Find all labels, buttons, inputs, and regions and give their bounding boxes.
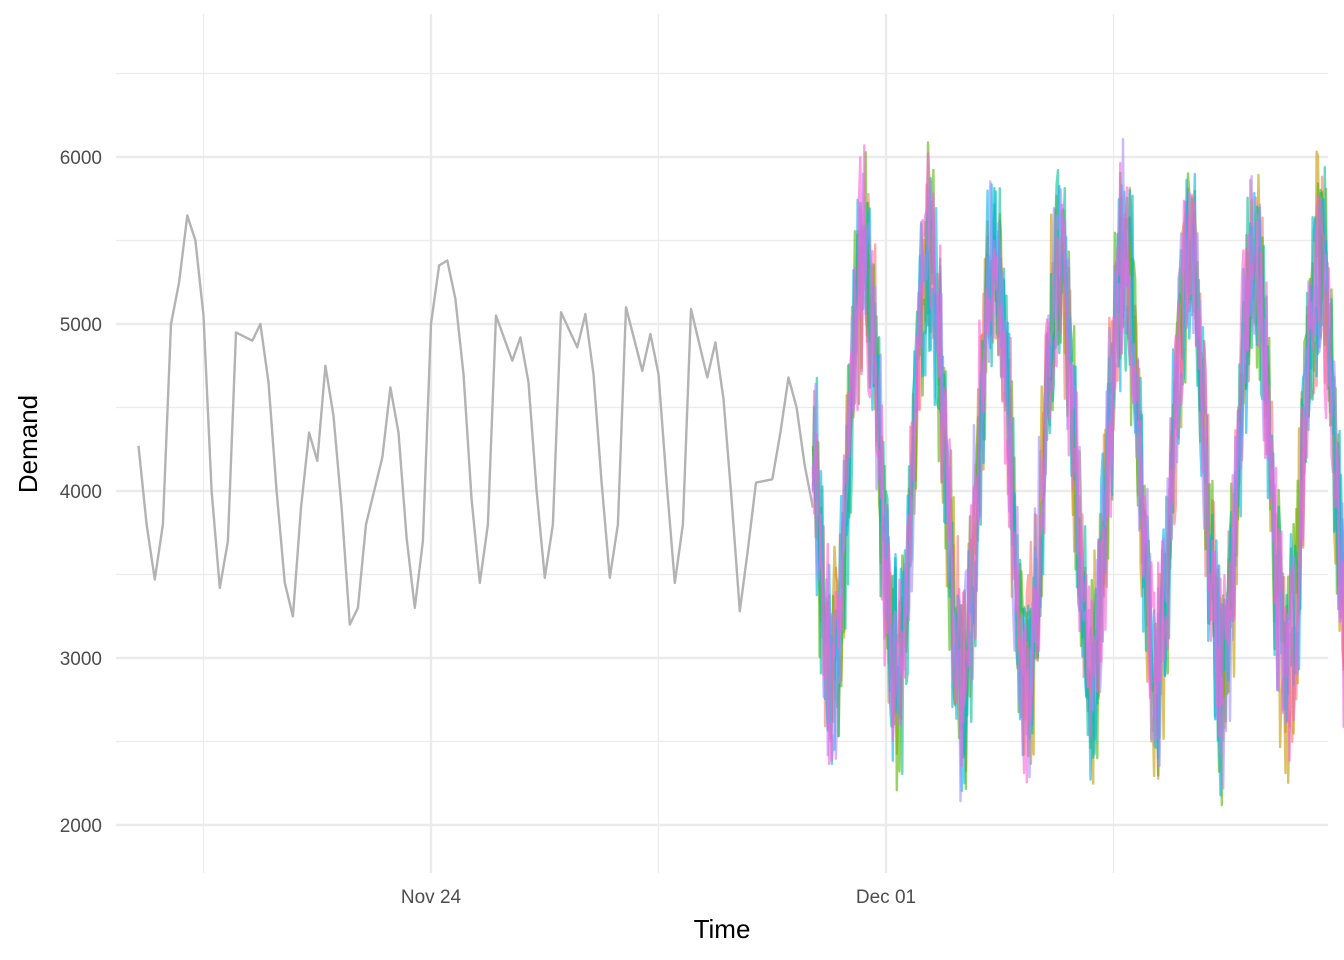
history-series xyxy=(137,214,815,626)
y-tick-label: 2000 xyxy=(60,816,102,837)
minor-gridlines xyxy=(116,14,1328,873)
y-axis-title: Demand xyxy=(13,395,43,493)
y-tick-label: 5000 xyxy=(60,315,102,336)
y-axis-tick-labels: 2000 3000 4000 5000 6000 xyxy=(60,148,102,837)
forecast-sample-paths xyxy=(811,137,1344,807)
y-tick-label: 6000 xyxy=(60,148,102,169)
major-gridlines xyxy=(116,14,1328,873)
x-axis-tick-labels: Nov 24 Dec 01 xyxy=(401,887,916,908)
y-tick-label: 4000 xyxy=(60,482,102,503)
history-line xyxy=(137,214,815,626)
y-tick-label: 3000 xyxy=(60,649,102,670)
forecast-path-7 xyxy=(811,144,1344,784)
x-axis-title: Time xyxy=(694,914,751,944)
x-tick-label: Dec 01 xyxy=(856,887,916,908)
x-tick-label: Nov 24 xyxy=(401,887,462,908)
